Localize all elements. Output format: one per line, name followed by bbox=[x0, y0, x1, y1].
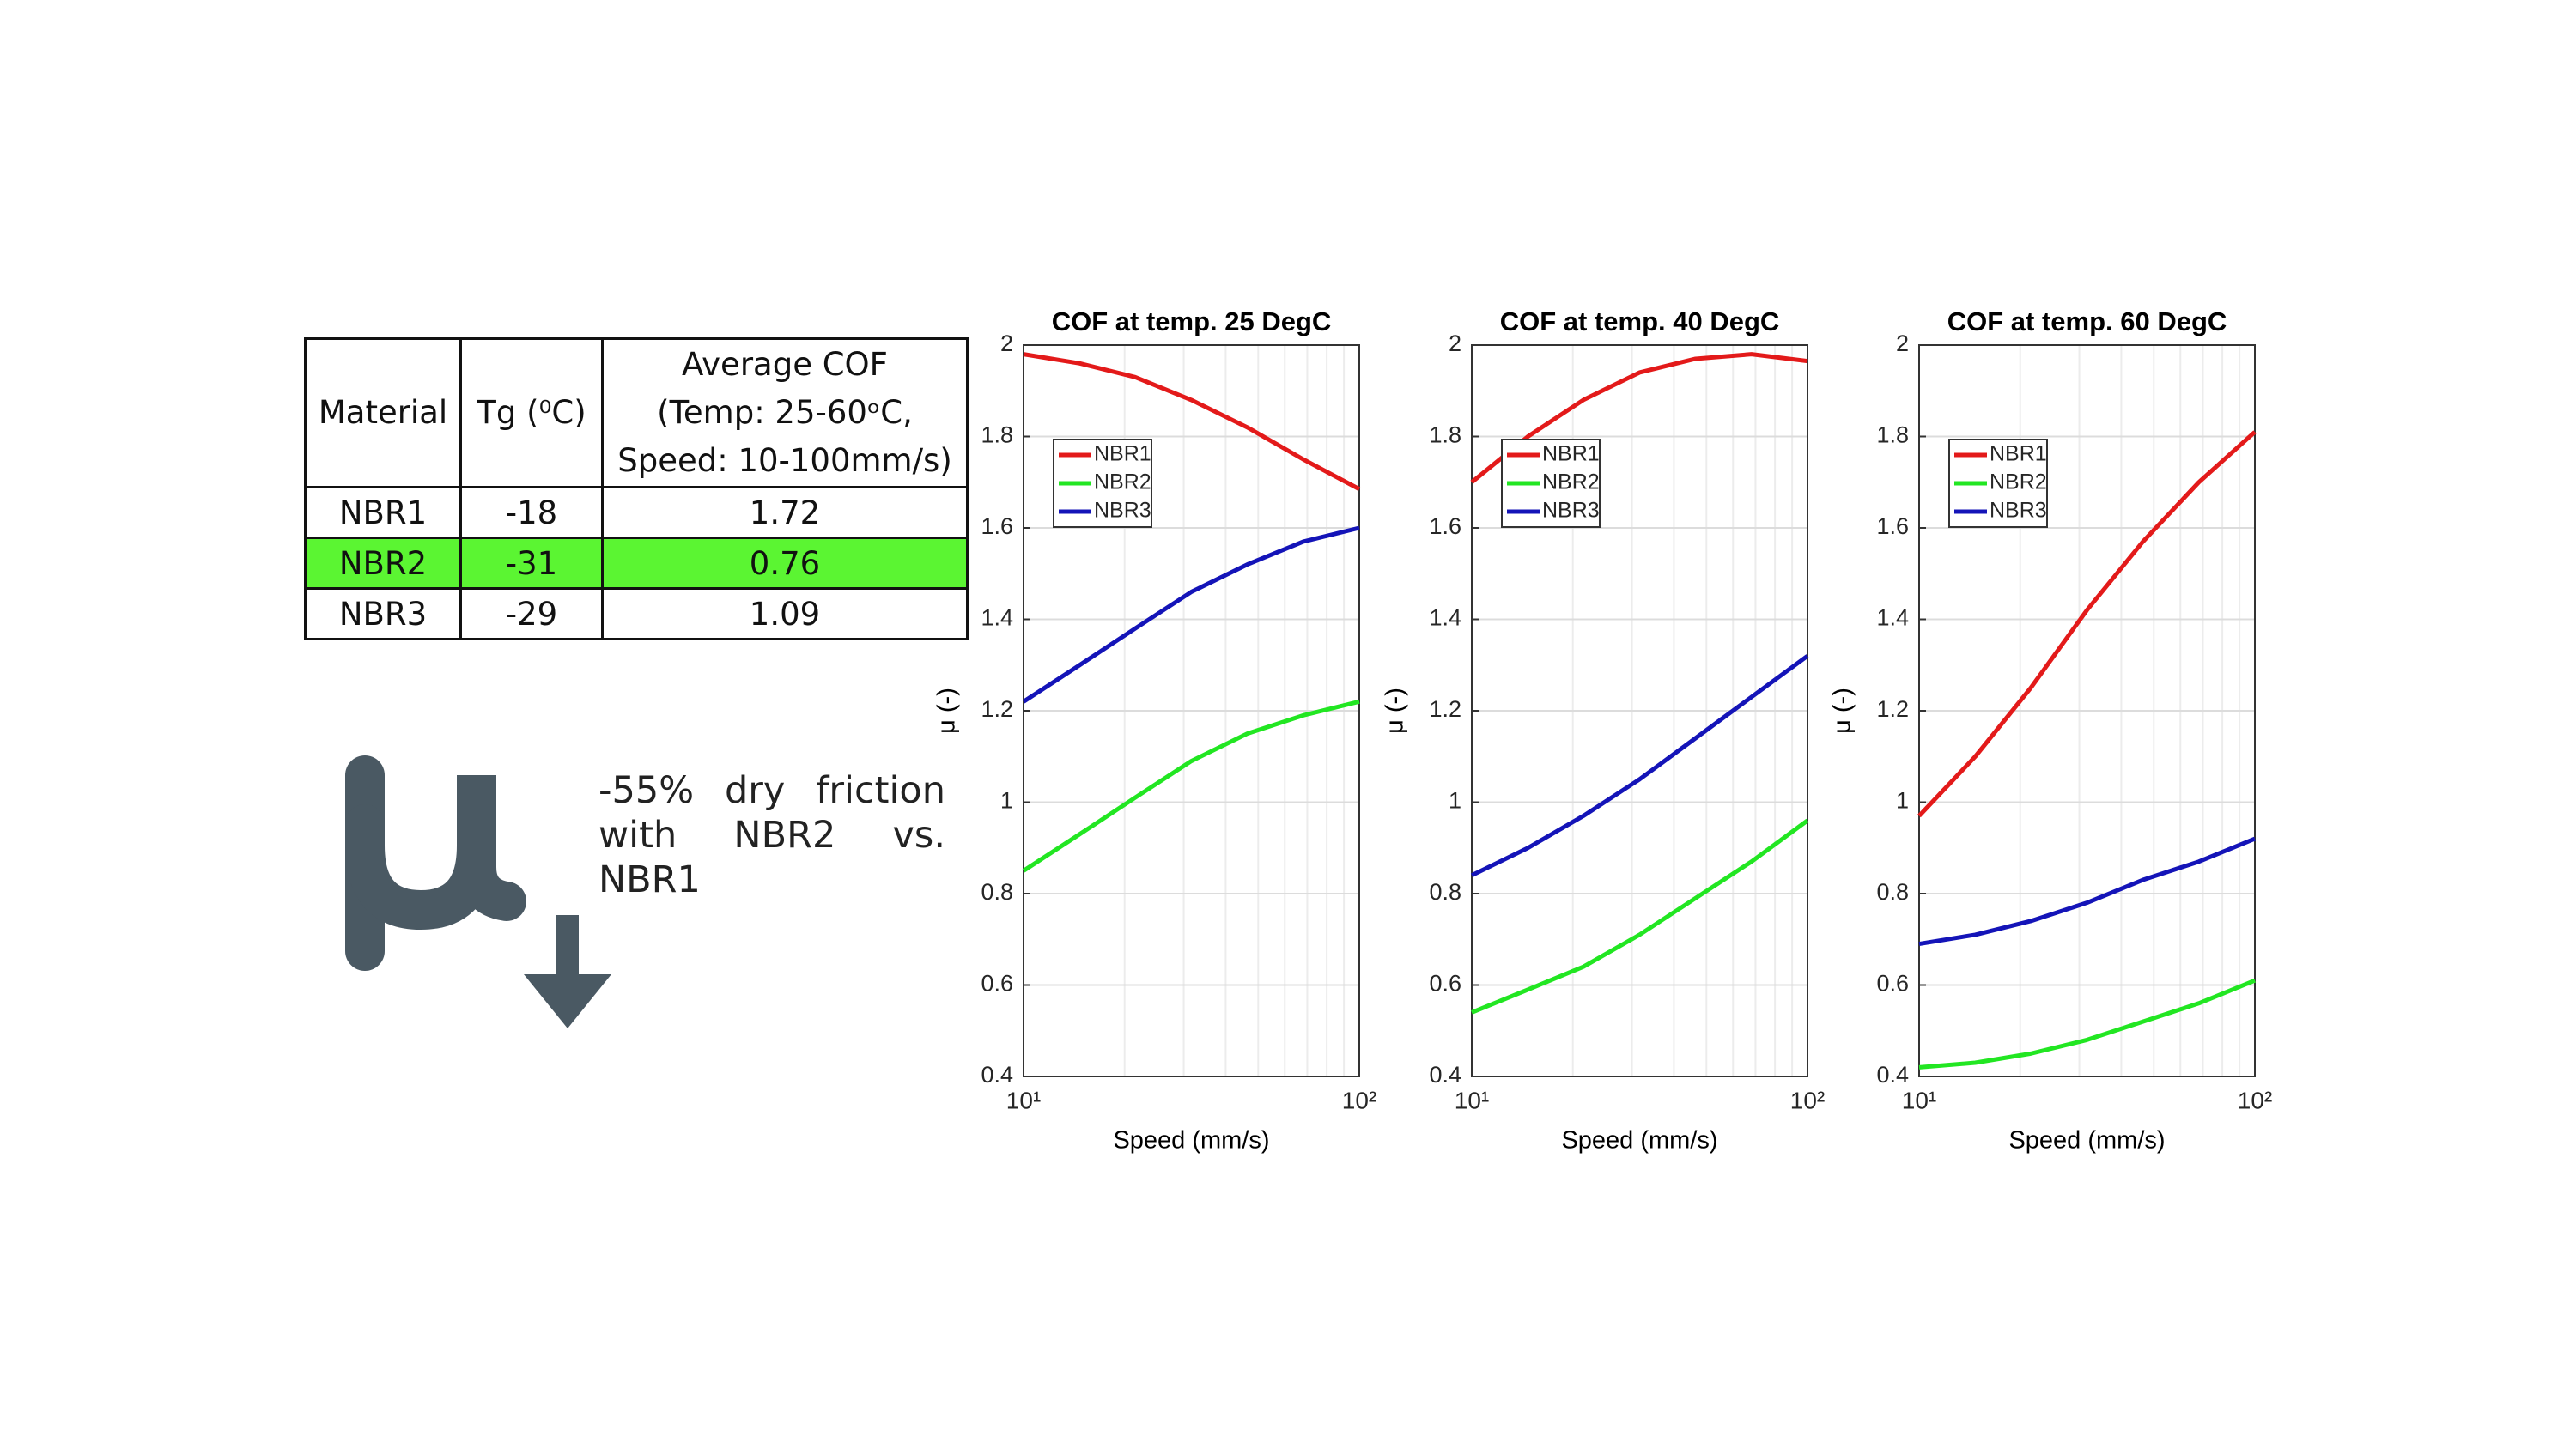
x-tick-label: 10¹ bbox=[1902, 1087, 1936, 1113]
x-tick-label: 10² bbox=[1342, 1087, 1376, 1113]
y-tick-label: 0.8 bbox=[1429, 879, 1461, 905]
y-tick-label: 0.4 bbox=[1429, 1062, 1461, 1088]
y-tick-label: 1.2 bbox=[1876, 696, 1909, 722]
y-tick-label: 1.2 bbox=[981, 696, 1013, 722]
axes-box bbox=[1471, 344, 1808, 1077]
y-tick-label: 1.4 bbox=[1876, 605, 1909, 631]
x-tick-label: 10² bbox=[1790, 1087, 1825, 1113]
y-tick-label: 2 bbox=[1000, 330, 1013, 356]
row: NBR3 -29 1.09 bbox=[304, 587, 969, 640]
axes-box bbox=[1918, 344, 2256, 1077]
line-series bbox=[1917, 430, 2257, 818]
y-tick-label: 0.4 bbox=[1876, 1062, 1909, 1088]
line-series bbox=[1022, 699, 1360, 873]
y-tick-label: 1.8 bbox=[1876, 422, 1909, 448]
legend-label: NBR3 bbox=[1094, 499, 1151, 523]
annotation-line: with NBR2 vs. NBR1 bbox=[598, 814, 945, 901]
legend-label: NBR2 bbox=[1542, 470, 1600, 494]
legend-label: NBR2 bbox=[1990, 470, 2047, 494]
x-axis-label: Speed (mm/s) bbox=[2008, 1127, 2165, 1155]
annotation: -55% dry friction with NBR2 vs. NBR1 bbox=[598, 768, 945, 902]
y-tick-label: 0.6 bbox=[1876, 971, 1909, 997]
header-row: Material Tg (⁰C) Average COF (Temp: 25-6… bbox=[304, 337, 969, 488]
cell: -18 bbox=[459, 486, 604, 539]
material-table: Material Tg (⁰C) Average COF (Temp: 25-6… bbox=[304, 337, 969, 640]
chart-title: COF at temp. 25 DegC bbox=[1052, 306, 1332, 336]
header-cell: Average COF (Temp: 25-60ᵒC, Speed: 10-10… bbox=[601, 337, 969, 488]
cell: 1.72 bbox=[601, 486, 969, 539]
cell: NBR3 bbox=[304, 587, 462, 640]
line-series bbox=[1918, 978, 2256, 1070]
cell: -29 bbox=[459, 587, 604, 640]
y-tick-label: 2 bbox=[1449, 330, 1461, 356]
y-tick-label: 0.4 bbox=[981, 1062, 1013, 1088]
x-axis-label: Speed (mm/s) bbox=[1561, 1127, 1717, 1155]
down-arrow bbox=[524, 915, 611, 1028]
legend-label: NBR1 bbox=[1542, 442, 1600, 466]
y-axis-label: μ (-) bbox=[1382, 688, 1409, 734]
y-tick-label: 1.4 bbox=[981, 605, 1013, 631]
arrow-shaft bbox=[556, 915, 579, 984]
legend-label: NBR2 bbox=[1094, 470, 1151, 494]
y-tick-label: 1.8 bbox=[1429, 422, 1461, 448]
line-series bbox=[1471, 818, 1809, 1015]
icon-stroke bbox=[345, 775, 526, 931]
y-tick-label: 1 bbox=[1000, 788, 1013, 814]
row: NBR2 -31 0.76 bbox=[304, 537, 969, 590]
y-tick-label: 1.6 bbox=[1876, 513, 1909, 539]
x-tick-label: 10² bbox=[2238, 1087, 2272, 1113]
y-tick-label: 1.6 bbox=[1429, 513, 1461, 539]
line-series bbox=[1023, 352, 1361, 491]
y-tick-label: 1.6 bbox=[981, 513, 1013, 539]
mu-icon bbox=[345, 755, 526, 971]
y-tick-label: 1 bbox=[1449, 788, 1461, 814]
y-tick-label: 2 bbox=[1896, 330, 1909, 356]
cell: -31 bbox=[459, 537, 604, 590]
y-tick-label: 0.6 bbox=[981, 971, 1013, 997]
y-axis-label: μ (-) bbox=[933, 688, 961, 734]
line-series bbox=[1918, 836, 2256, 947]
y-tick-label: 1.2 bbox=[1429, 696, 1461, 722]
header-cell: Tg (⁰C) bbox=[459, 337, 604, 488]
cell: NBR1 bbox=[304, 486, 462, 539]
line-series bbox=[1470, 654, 1809, 877]
y-tick-label: 1.4 bbox=[1429, 605, 1461, 631]
cell: NBR2 bbox=[304, 537, 462, 590]
y-axis-label: μ (-) bbox=[1829, 688, 1856, 734]
chart-title: COF at temp. 40 DegC bbox=[1500, 306, 1780, 336]
legend-label: NBR3 bbox=[1990, 499, 2047, 523]
y-tick-label: 0.6 bbox=[1429, 971, 1461, 997]
x-axis-label: Speed (mm/s) bbox=[1113, 1127, 1269, 1155]
line-series bbox=[1022, 525, 1360, 704]
y-tick-label: 0.8 bbox=[981, 879, 1013, 905]
cell: 0.76 bbox=[601, 537, 969, 590]
y-tick-label: 0.8 bbox=[1876, 879, 1909, 905]
y-tick-label: 1 bbox=[1896, 788, 1909, 814]
x-tick-label: 10¹ bbox=[1006, 1087, 1041, 1113]
line-series bbox=[1470, 352, 1808, 484]
legend-label: NBR1 bbox=[1094, 442, 1151, 466]
chart-title: COF at temp. 60 DegC bbox=[1947, 306, 2227, 336]
legend-label: NBR3 bbox=[1542, 499, 1600, 523]
legend-label: NBR1 bbox=[1990, 442, 2047, 466]
x-tick-label: 10¹ bbox=[1455, 1087, 1489, 1113]
header-cell: Material bbox=[304, 337, 462, 488]
annotation-line: -55% dry friction bbox=[598, 769, 945, 812]
axes-box bbox=[1023, 344, 1360, 1077]
cell: 1.09 bbox=[601, 587, 969, 640]
arrow-head bbox=[524, 974, 611, 1028]
y-tick-label: 1.8 bbox=[981, 422, 1013, 448]
row: NBR1 -18 1.72 bbox=[304, 486, 969, 539]
